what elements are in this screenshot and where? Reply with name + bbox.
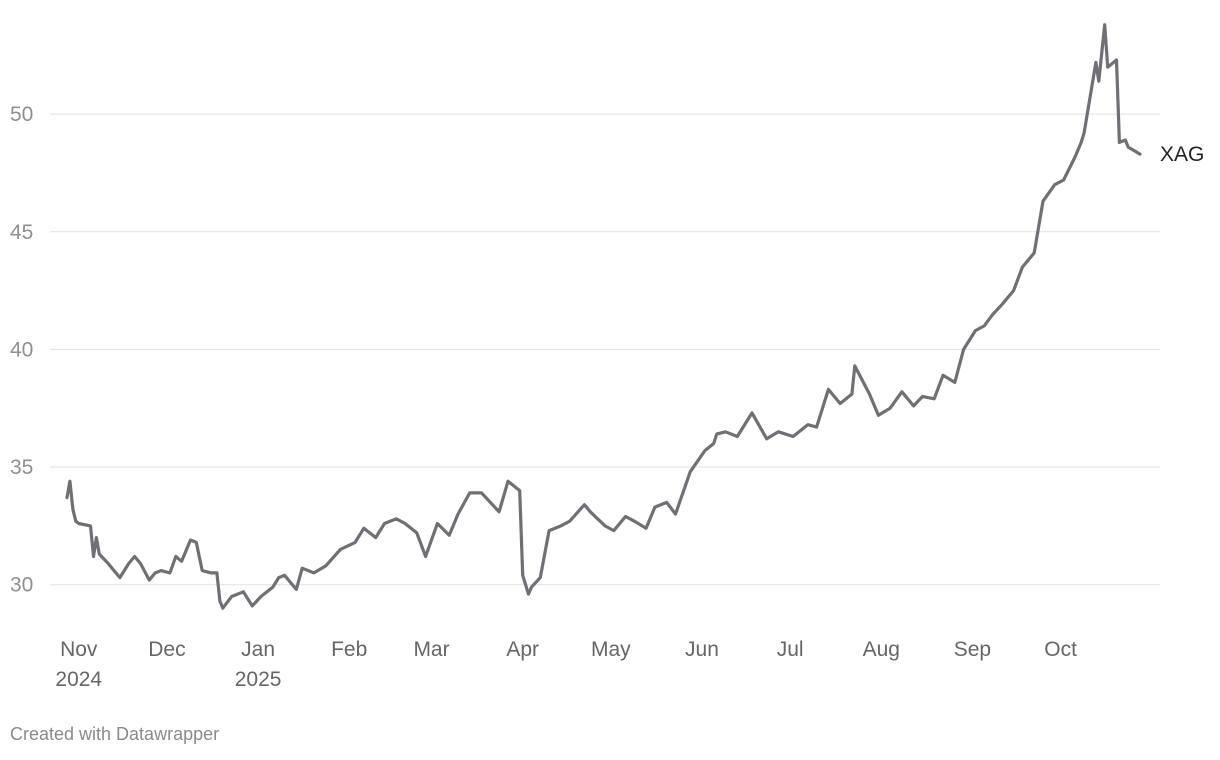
y-tick-label-40: 40 (10, 338, 33, 361)
y-tick-label-45: 45 (10, 221, 33, 244)
credit-text: Created with Datawrapper (10, 724, 220, 744)
x-tick-year-2024: 2024 (55, 668, 102, 691)
x-tick-label-jul: Jul (777, 638, 804, 661)
x-tick-label-dec: Dec (148, 638, 185, 661)
x-tick-label-nov: Nov (60, 638, 98, 661)
x-tick-label-feb: Feb (331, 638, 367, 661)
x-tick-label-jun: Jun (685, 638, 719, 661)
x-tick-label-oct: Oct (1044, 638, 1077, 661)
y-axis-ticks: 30 35 40 45 50 (10, 103, 33, 597)
x-tick-label-jan: Jan (241, 638, 275, 661)
y-tick-label-35: 35 (10, 456, 33, 479)
y-tick-label-30: 30 (10, 574, 33, 597)
x-tick-label-mar: Mar (413, 638, 449, 661)
x-tick-label-may: May (591, 638, 631, 661)
y-tick-label-50: 50 (10, 103, 33, 126)
series-layer: XAG (65, 23, 1204, 610)
series-line-xag (65, 23, 1142, 610)
x-tick-label-aug: Aug (863, 638, 900, 661)
x-tick-label-apr: Apr (506, 638, 539, 661)
x-axis-ticks: Nov 2024 Dec Jan 2025 Feb Mar Apr May Jun Jul Aug Se… (55, 638, 1077, 691)
gridlines (50, 113, 1160, 586)
series-label-xag: XAG (1160, 143, 1204, 166)
x-tick-year-2025: 2025 (235, 668, 282, 691)
line-chart: 30 35 40 45 50 Nov 2024 Dec Jan 2025 Feb Mar Apr May… (10, 23, 1204, 691)
x-tick-label-sep: Sep (954, 638, 991, 661)
